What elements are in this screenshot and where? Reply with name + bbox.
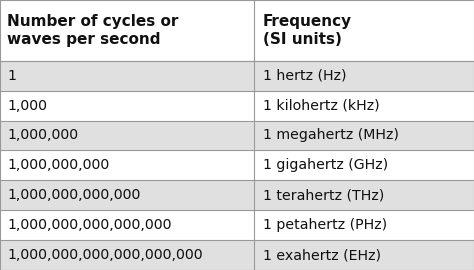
Text: 1,000,000,000,000: 1,000,000,000,000 — [7, 188, 140, 202]
Text: 1 hertz (Hz): 1 hertz (Hz) — [263, 69, 346, 83]
Bar — [0, 180, 474, 210]
Bar — [0, 91, 474, 120]
Text: 1 petahertz (PHz): 1 petahertz (PHz) — [263, 218, 387, 232]
Bar — [0, 240, 474, 270]
Text: 1,000,000,000,000,000: 1,000,000,000,000,000 — [7, 218, 172, 232]
Text: 1 gigahertz (GHz): 1 gigahertz (GHz) — [263, 158, 388, 172]
Bar — [0, 61, 474, 91]
Text: 1,000: 1,000 — [7, 99, 47, 113]
Text: 1,000,000,000: 1,000,000,000 — [7, 158, 109, 172]
Bar — [0, 210, 474, 240]
Text: 1 megahertz (MHz): 1 megahertz (MHz) — [263, 129, 399, 143]
Text: Number of cycles or
waves per second: Number of cycles or waves per second — [7, 14, 179, 47]
Text: Frequency
(SI units): Frequency (SI units) — [263, 14, 352, 47]
Text: 1 exahertz (EHz): 1 exahertz (EHz) — [263, 248, 381, 262]
Text: 1: 1 — [7, 69, 16, 83]
Text: 1 terahertz (THz): 1 terahertz (THz) — [263, 188, 384, 202]
Bar — [0, 150, 474, 180]
Bar — [0, 120, 474, 150]
Bar — [0, 0, 474, 61]
Text: 1,000,000,000,000,000,000: 1,000,000,000,000,000,000 — [7, 248, 203, 262]
Text: 1,000,000: 1,000,000 — [7, 129, 78, 143]
Text: 1 kilohertz (kHz): 1 kilohertz (kHz) — [263, 99, 380, 113]
